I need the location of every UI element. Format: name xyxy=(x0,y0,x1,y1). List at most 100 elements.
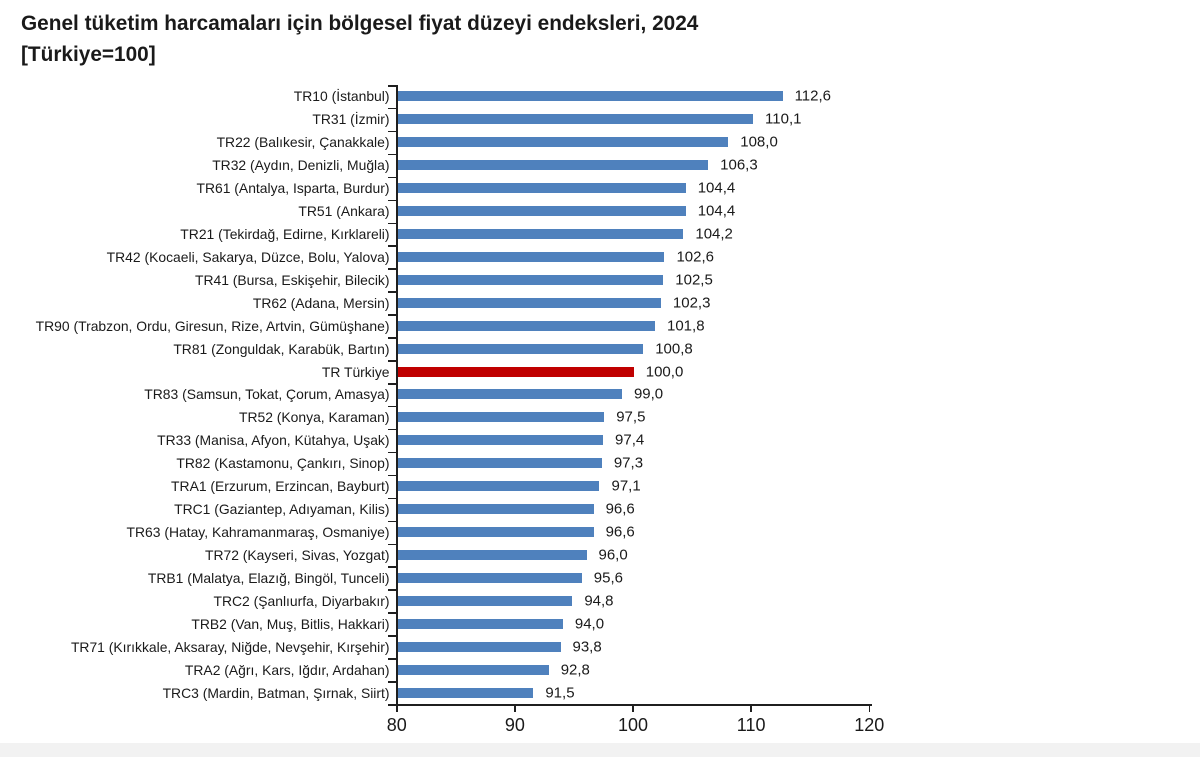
bar-row: TRA1 (Erzurum, Erzincan, Bayburt) 97,1 xyxy=(0,475,1200,498)
bar-row: TR51 (Ankara) 104,4 xyxy=(0,200,1200,223)
bar-row: TR81 (Zonguldak, Karabük, Bartın) 100,8 xyxy=(0,337,1200,360)
bar xyxy=(397,320,655,331)
y-axis-tick xyxy=(388,612,396,614)
bar-row: TR21 (Tekirdağ, Edirne, Kırklareli) 104,2 xyxy=(0,223,1200,246)
x-tick-label: 120 xyxy=(854,715,885,735)
x-axis-tick xyxy=(868,704,870,712)
category-label: TR22 (Balıkesir, Çanakkale) xyxy=(216,134,390,151)
bar xyxy=(397,343,644,354)
chart-header: Genel tüketim harcamaları için bölgesel … xyxy=(21,8,698,70)
bar-row: TR41 (Bursa, Eskişehir, Bilecik) 102,5 xyxy=(0,268,1200,291)
category-label: TR83 (Samsun, Tokat, Çorum, Amasya) xyxy=(144,386,390,403)
x-axis-tick xyxy=(514,704,516,712)
y-axis-tick xyxy=(388,314,396,316)
category-label: TR42 (Kocaeli, Sakarya, Düzce, Bolu, Yal… xyxy=(106,248,390,265)
bar-highlight xyxy=(397,366,634,377)
category-label: TRC2 (Şanlıurfa, Diyarbakır) xyxy=(213,592,390,609)
bar-row: TR62 (Adana, Mersin) 102,3 xyxy=(0,291,1200,314)
y-axis-tick xyxy=(388,589,396,591)
bar-row: TR83 (Samsun, Tokat, Çorum, Amasya) 99,0 xyxy=(0,383,1200,406)
y-axis-tick xyxy=(388,222,396,225)
y-axis-tick xyxy=(388,199,396,202)
value-label: 94,8 xyxy=(584,592,614,610)
bar xyxy=(397,481,600,492)
bar xyxy=(397,137,729,148)
bar-row: TR31 (İzmir) 110,1 xyxy=(0,108,1200,131)
y-axis-tick xyxy=(388,566,396,568)
category-label: TR41 (Bursa, Eskişehir, Bilecik) xyxy=(194,271,390,288)
value-label: 104,4 xyxy=(697,179,736,197)
category-label: TR32 (Aydın, Denizli, Muğla) xyxy=(212,157,390,174)
bar xyxy=(397,595,573,606)
bar-row: TRB2 (Van, Muş, Bitlis, Hakkari) 94,0 xyxy=(0,612,1200,635)
value-label: 96,6 xyxy=(605,523,635,541)
bar-row: TR71 (Kırıkkale, Aksaray, Niğde, Nevşehi… xyxy=(0,635,1200,658)
bar xyxy=(397,274,664,285)
category-label: TR90 (Trabzon, Ordu, Giresun, Rize, Artv… xyxy=(35,317,390,334)
bar-row: TR22 (Balıkesir, Çanakkale) 108,0 xyxy=(0,131,1200,154)
value-label: 106,3 xyxy=(720,156,758,174)
value-label: 91,5 xyxy=(545,684,575,702)
bar xyxy=(397,297,661,308)
bar-row: TR63 (Hatay, Kahramanmaraş, Osmaniye) 96,… xyxy=(0,521,1200,544)
y-axis-tick xyxy=(388,337,396,339)
category-label: TRA2 (Ağrı, Kars, Iğdır, Ardahan) xyxy=(184,661,390,678)
y-axis-tick xyxy=(388,107,396,110)
category-label: TR81 (Zonguldak, Karabük, Bartın) xyxy=(173,340,390,357)
value-label: 104,2 xyxy=(695,225,733,243)
bar xyxy=(397,206,686,217)
x-tick-label: 90 xyxy=(504,715,525,735)
bar xyxy=(397,412,605,423)
category-label: TR71 (Kırıkkale, Aksaray, Niğde, Nevşehi… xyxy=(70,638,390,655)
bar-row: TRB1 (Malatya, Elazığ, Bingöl, Tunceli) 9… xyxy=(0,566,1200,589)
category-label: TR72 (Kayseri, Sivas, Yozgat) xyxy=(204,546,390,563)
value-label: 95,6 xyxy=(593,569,623,587)
y-axis-tick xyxy=(388,520,396,523)
y-axis-tick xyxy=(388,176,396,179)
category-label: TR52 (Konya, Karaman) xyxy=(238,409,390,426)
x-axis-tick xyxy=(750,704,752,712)
chart-subtitle: [Türkiye=100] xyxy=(21,43,156,66)
bar xyxy=(397,114,754,125)
category-label: TR33 (Manisa, Afyon, Kütahya, Uşak) xyxy=(157,432,390,449)
y-axis-tick xyxy=(388,383,396,385)
value-label: 96,0 xyxy=(598,546,628,564)
value-label: 100,0 xyxy=(645,363,684,381)
y-axis-tick xyxy=(388,85,396,87)
y-axis-tick xyxy=(388,360,396,362)
value-label: 96,6 xyxy=(605,500,635,518)
bar-row: TR90 (Trabzon, Ordu, Giresun, Rize, Artv… xyxy=(0,314,1200,337)
bar xyxy=(397,527,594,538)
value-label: 102,6 xyxy=(676,248,714,266)
x-axis-tick xyxy=(632,704,634,712)
x-tick-label: 110 xyxy=(736,715,766,735)
y-axis-tick xyxy=(388,268,396,270)
value-label: 97,1 xyxy=(611,477,641,495)
y-axis-line xyxy=(396,85,398,706)
bar xyxy=(397,229,684,239)
bar xyxy=(397,618,563,629)
y-axis-tick xyxy=(388,681,396,683)
category-label: TR82 (Kastamonu, Çankırı, Sinop) xyxy=(176,455,390,472)
category-label: TRB2 (Van, Muş, Bitlis, Hakkari) xyxy=(191,615,390,632)
category-label: TR10 (İstanbul) xyxy=(293,88,390,105)
x-tick-label: 100 xyxy=(617,715,649,735)
value-label: 99,0 xyxy=(633,385,664,403)
value-label: 94,0 xyxy=(574,615,605,633)
value-label: 102,3 xyxy=(672,294,711,312)
value-label: 97,4 xyxy=(615,431,645,449)
bar xyxy=(397,572,582,583)
y-axis-tick xyxy=(388,474,396,477)
value-label: 97,5 xyxy=(616,408,646,426)
value-label: 101,8 xyxy=(667,317,705,335)
x-axis-tick xyxy=(396,704,398,712)
category-label: TRA1 (Erzurum, Erzincan, Bayburt) xyxy=(171,478,390,495)
bar xyxy=(397,91,783,102)
category-label: TR21 (Tekirdağ, Edirne, Kırklareli) xyxy=(180,226,390,242)
bar xyxy=(397,504,594,515)
category-label: TR63 (Hatay, Kahramanmaraş, Osmaniye) xyxy=(126,524,390,541)
bar xyxy=(397,549,587,560)
bar xyxy=(397,435,604,446)
bar xyxy=(397,389,622,400)
footer-band xyxy=(0,743,1200,757)
